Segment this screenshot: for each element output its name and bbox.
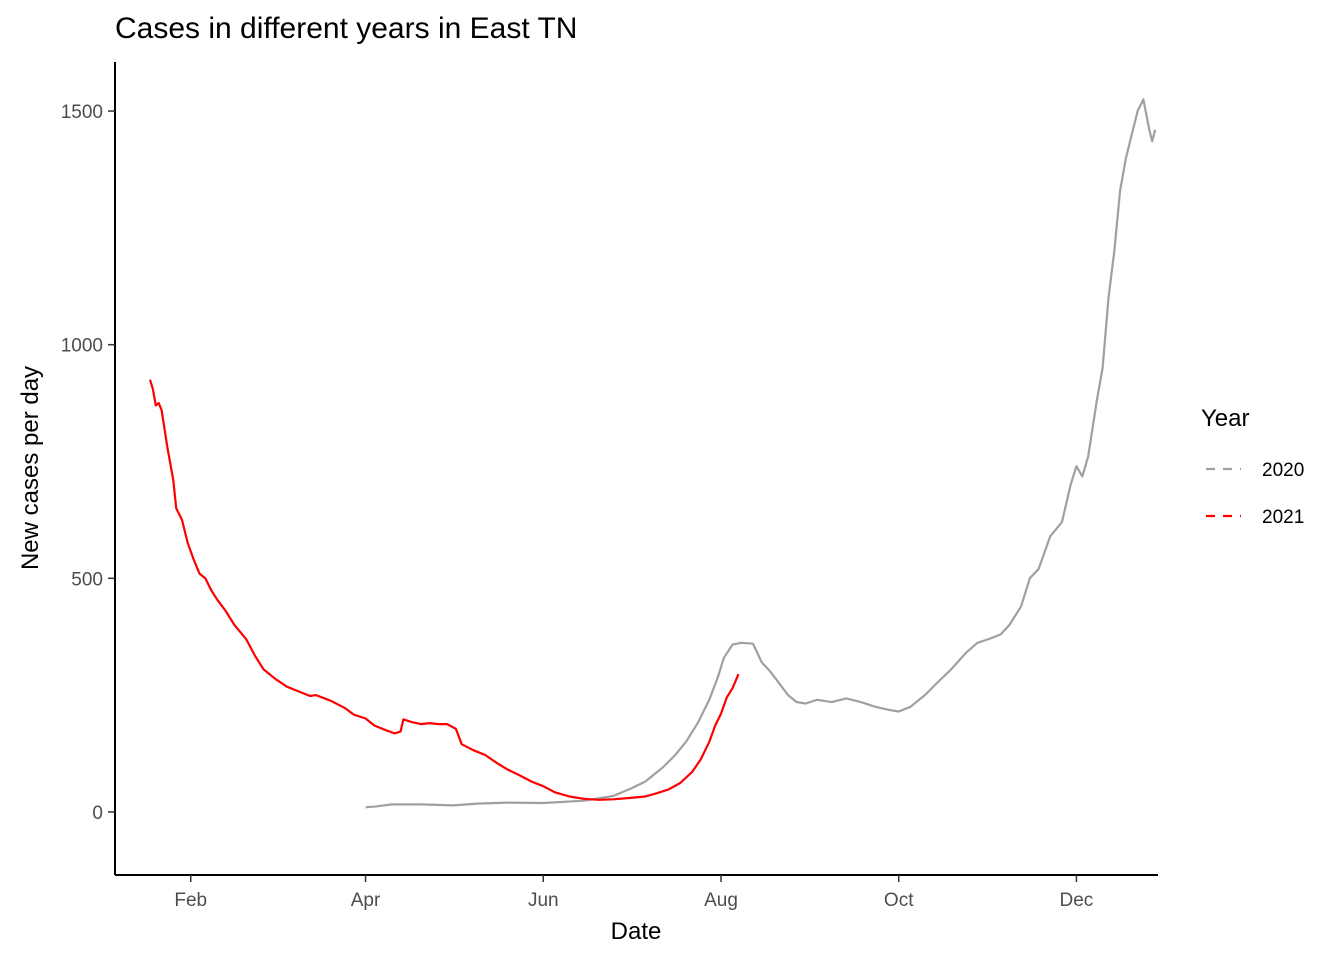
x-tick-label: Jun bbox=[528, 890, 559, 911]
series-line-2021 bbox=[148, 379, 740, 801]
y-tick-label: 500 bbox=[71, 569, 103, 590]
x-tick-label: Aug bbox=[704, 890, 738, 911]
legend-item-2021: 2021 bbox=[1206, 507, 1304, 528]
legend-title: Year bbox=[1201, 405, 1250, 432]
y-axis-title: New cases per day bbox=[17, 366, 44, 570]
x-axis-ticks: Feb Apr Jun Aug Oct Dec bbox=[174, 875, 1093, 911]
legend: Year 2020 2021 bbox=[1201, 405, 1304, 528]
legend-label-2020: 2020 bbox=[1262, 460, 1304, 481]
legend-item-2020: 2020 bbox=[1206, 460, 1304, 481]
y-axis-ticks: 0 500 1000 1500 bbox=[61, 102, 115, 824]
series-layer bbox=[148, 98, 1157, 809]
x-axis-title: Date bbox=[611, 918, 662, 945]
chart-title: Cases in different years in East TN bbox=[115, 12, 577, 45]
series-line-2020 bbox=[365, 98, 1157, 809]
x-tick-label: Apr bbox=[351, 890, 381, 911]
y-tick-label: 1500 bbox=[61, 102, 103, 123]
x-tick-label: Dec bbox=[1060, 890, 1094, 911]
legend-label-2021: 2021 bbox=[1262, 507, 1304, 528]
x-tick-label: Feb bbox=[174, 890, 207, 911]
y-tick-label: 1000 bbox=[61, 336, 103, 357]
x-tick-label: Oct bbox=[884, 890, 914, 911]
y-tick-label: 0 bbox=[92, 803, 103, 824]
